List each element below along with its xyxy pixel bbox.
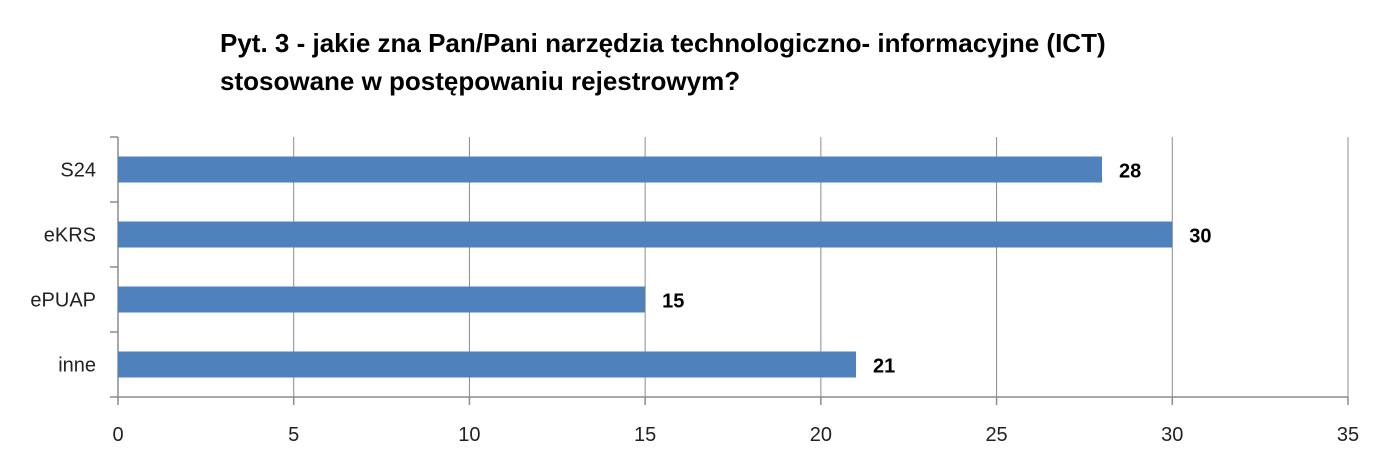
x-tick-label-5: 25 <box>985 424 1007 446</box>
chart-title-line-2: stosowane w postępowaniu rejestrowym? <box>220 66 741 96</box>
x-tick-label-3: 15 <box>634 424 656 446</box>
category-label-eKRS: eKRS <box>44 225 96 247</box>
x-tick-label-6: 30 <box>1161 424 1183 446</box>
chart-title: Pyt. 3 - jakie zna Pan/Pani narzędzia te… <box>220 24 1220 100</box>
x-tick-label-1: 5 <box>288 424 299 446</box>
bar-ePUAP <box>118 286 646 313</box>
data-label-eKRS: 30 <box>1189 226 1211 248</box>
x-tick-label-4: 20 <box>810 424 832 446</box>
category-label-S24: S24 <box>60 160 96 182</box>
bar-eKRS <box>118 221 1173 248</box>
x-tick-label-2: 10 <box>458 424 480 446</box>
data-label-S24: 28 <box>1119 161 1141 183</box>
bar-S24 <box>118 156 1102 183</box>
category-label-inne: inne <box>58 355 96 377</box>
data-label-inne: 21 <box>873 356 895 378</box>
data-label-ePUAP: 15 <box>662 291 684 313</box>
bar-inne <box>118 351 856 378</box>
chart-title-line-1: Pyt. 3 - jakie zna Pan/Pani narzędzia te… <box>220 28 1106 58</box>
x-tick-label-7: 35 <box>1337 424 1359 446</box>
category-label-ePUAP: ePUAP <box>30 290 96 312</box>
x-tick-label-0: 0 <box>112 424 123 446</box>
